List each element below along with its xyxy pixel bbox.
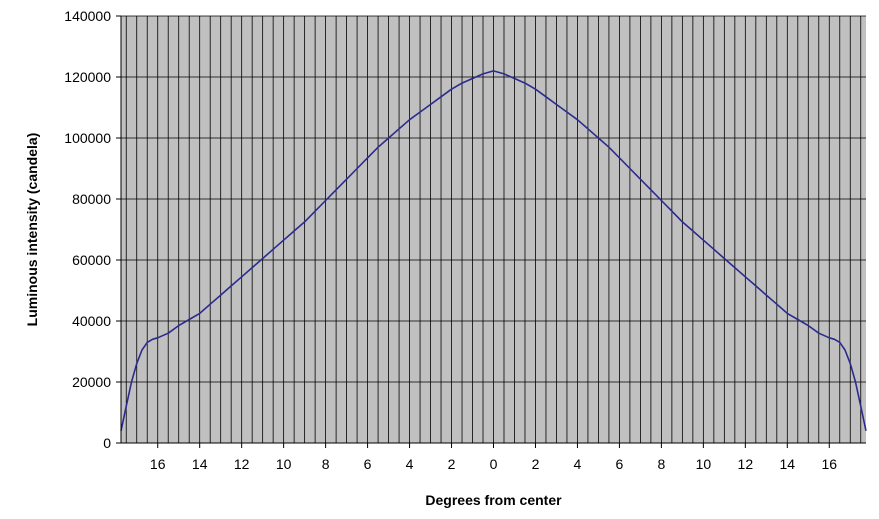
vertical-gridlines <box>125 16 862 443</box>
x-tick-label: 16 <box>821 456 837 472</box>
x-tick-label: 2 <box>532 456 540 472</box>
series-layer <box>120 70 867 431</box>
y-tick-label: 100000 <box>64 130 111 146</box>
y-tick-label: 60000 <box>72 252 111 268</box>
y-tick-label: 140000 <box>64 8 111 24</box>
y-axis-ticks: 0 20000 40000 60000 80000 100000 120000 140000 <box>64 8 121 451</box>
x-tick-label: 4 <box>574 456 582 472</box>
x-tick-label: 16 <box>150 456 166 472</box>
y-tick-label: 80000 <box>72 191 111 207</box>
x-axis-title: Degrees from center <box>425 492 562 508</box>
x-tick-label: 8 <box>322 456 330 472</box>
x-tick-label: 6 <box>616 456 624 472</box>
x-tick-label: 0 <box>490 456 498 472</box>
x-tick-label: 10 <box>276 456 292 472</box>
x-tick-label: 12 <box>738 456 754 472</box>
x-tick-label: 14 <box>192 456 208 472</box>
x-tick-label: 4 <box>406 456 414 472</box>
y-tick-label: 0 <box>103 435 111 451</box>
x-tick-label: 2 <box>448 456 456 472</box>
x-tick-label: 12 <box>234 456 250 472</box>
x-tick-label: 10 <box>696 456 712 472</box>
y-axis-title: Luminous intensity (candela) <box>24 133 40 327</box>
x-tick-label: 14 <box>780 456 796 472</box>
x-tick-label: 8 <box>657 456 665 472</box>
y-tick-label: 20000 <box>72 374 111 390</box>
series-line <box>120 70 867 431</box>
y-tick-label: 120000 <box>64 69 111 85</box>
y-tick-label: 40000 <box>72 313 111 329</box>
x-axis-ticks: 16 14 12 10 8 6 4 2 0 2 4 6 8 10 12 14 16 <box>150 443 837 472</box>
x-tick-label: 6 <box>364 456 372 472</box>
